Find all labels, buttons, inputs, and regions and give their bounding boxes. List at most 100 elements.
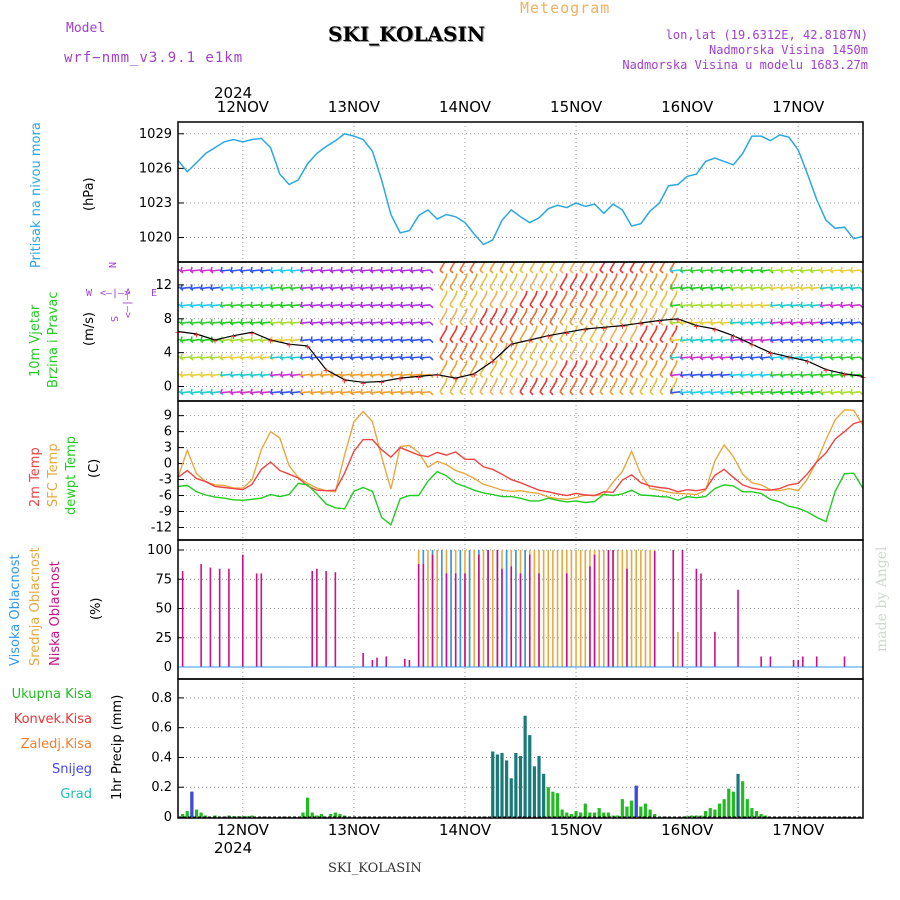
wind-gust-mark: +: [305, 342, 311, 353]
wind-barb: [639, 325, 648, 344]
meteogram-label: Meteogram: [520, 0, 611, 17]
wind-barb: [569, 262, 576, 274]
wind-gust-mark: +: [490, 357, 496, 368]
precip-bar: [690, 815, 694, 817]
wind-barb: [569, 290, 578, 309]
wind-barb: [439, 325, 448, 344]
wind-barb: [559, 377, 568, 396]
wind-barb: [519, 262, 526, 274]
precip-bar: [204, 815, 208, 817]
wind-barb: [539, 262, 546, 274]
wind-barb: [539, 325, 548, 344]
wind-barb: [509, 342, 518, 361]
wind-gust-mark: +: [582, 325, 588, 336]
wind-barb: [419, 319, 434, 326]
wind-barb: [589, 342, 598, 361]
precip-bar: [699, 815, 703, 817]
wind-barb: [509, 325, 518, 344]
snow-bar: [634, 785, 638, 817]
precip-bar: [315, 815, 319, 817]
wind-barb: [469, 262, 476, 274]
precip-bar: [685, 816, 689, 817]
wind-barb: [419, 284, 434, 291]
wind-barb: [439, 342, 448, 361]
wind-barb: [449, 325, 458, 344]
wind-barb: [609, 262, 616, 274]
wind-barb: [479, 290, 488, 309]
precip-bar: [629, 800, 634, 817]
wind-barb: [649, 308, 658, 326]
wind-barb: [509, 262, 516, 274]
date-label: 15NOV: [550, 821, 603, 839]
wind-gust-mark: +: [323, 366, 329, 377]
wind-gust-mark: +: [656, 316, 662, 327]
snow-bar: [190, 791, 194, 817]
wind-barb: [549, 308, 558, 326]
precip-bar: [643, 803, 648, 817]
wind-barb: [529, 273, 538, 291]
wind-barb: [569, 377, 578, 396]
pressure-line: [177, 132, 864, 246]
wind-barb: [439, 262, 446, 274]
precip-bar: [694, 815, 698, 817]
precip-bar: [745, 799, 749, 817]
compass-arrow-h: <—|—>: [100, 288, 131, 299]
wind-gust-mark: +: [342, 376, 348, 387]
wind-barb: [459, 360, 468, 378]
precip-bar: [704, 811, 708, 817]
date-label: 14NOV: [438, 98, 492, 116]
precip-bar: [741, 781, 745, 817]
wind-gust-mark: +: [231, 332, 237, 343]
wind-barb: [509, 360, 518, 378]
panel-frame: [177, 678, 864, 819]
wind-gust-mark: +: [749, 340, 755, 351]
y-tick-label: 0: [164, 660, 172, 675]
precip-bar: [639, 806, 643, 817]
wind-barbs: [178, 262, 863, 396]
wind-barb: [609, 342, 618, 361]
wind-barb: [469, 273, 478, 291]
wind-barb: [579, 262, 586, 274]
wind-barb: [649, 325, 658, 344]
wind-barb: [629, 308, 638, 326]
year-top: 2024: [214, 84, 253, 102]
wind-speed-line: [177, 318, 864, 383]
wind-barb: [589, 273, 598, 291]
y-tick-label: 8: [164, 312, 172, 327]
wind-gust-mark: +: [823, 366, 829, 377]
precip-bar: [181, 814, 185, 817]
wind-barb: [609, 377, 618, 396]
wind-barb: [469, 308, 478, 326]
frz-rain-label: Zaledj.Kisa: [20, 737, 92, 752]
date-label: 16NOV: [661, 821, 714, 839]
wind-gust-mark: +: [194, 330, 200, 341]
wind-barb: [559, 273, 568, 291]
footer-station: SKI_KOLASIN: [328, 861, 422, 876]
y-tick-label: 50: [155, 602, 172, 617]
wind-barb: [549, 273, 558, 291]
wind-gust-mark: +: [693, 322, 699, 333]
wind-barb: [449, 308, 458, 326]
y-tick-label: 0: [164, 810, 172, 825]
wind-barb: [559, 262, 566, 274]
precip-bar: [727, 788, 731, 817]
precip-bar: [194, 809, 199, 817]
wind-barb: [419, 266, 434, 274]
wind-barb: [489, 325, 498, 344]
sfc-temp-line: [177, 409, 864, 501]
precip-bar: [319, 814, 324, 817]
precip-bar: [301, 812, 305, 817]
wind-barb: [439, 308, 448, 326]
panel-frame: [177, 121, 864, 263]
precip-bar: [588, 812, 592, 817]
wind-gust-mark: +: [730, 332, 736, 343]
y-tick-label: 0.4: [151, 750, 172, 765]
precip-bar: [574, 811, 578, 817]
wind-gust-mark: +: [601, 323, 607, 334]
wind-gust-mark: +: [545, 332, 551, 343]
wind-barb: [549, 262, 556, 274]
wind-barb: [599, 360, 608, 378]
precip-bar: [616, 815, 620, 817]
precip-bar: [305, 797, 310, 817]
